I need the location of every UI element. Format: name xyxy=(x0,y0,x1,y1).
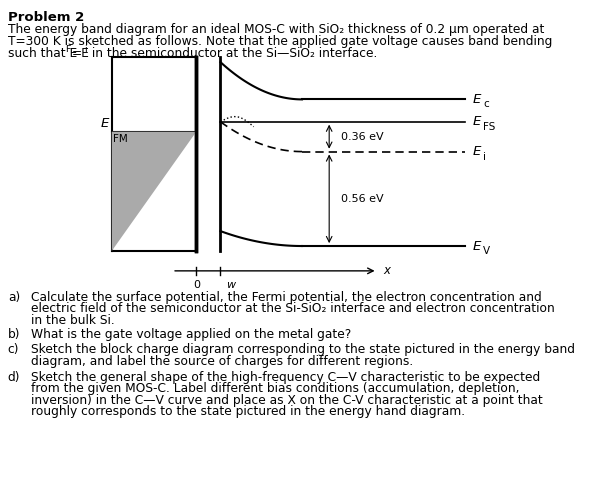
Text: T=300 K is sketched as follows. Note that the applied gate voltage causes band b: T=300 K is sketched as follows. Note tha… xyxy=(8,35,552,48)
Text: The energy band diagram for an ideal MOS-C with SiO₂ thickness of 0.2 μm operate: The energy band diagram for an ideal MOS… xyxy=(8,23,544,36)
Text: E: E xyxy=(100,117,109,130)
Text: What is the gate voltage applied on the metal gate?: What is the gate voltage applied on the … xyxy=(31,329,352,341)
Text: i: i xyxy=(85,45,87,54)
Text: d): d) xyxy=(8,371,21,384)
Text: x: x xyxy=(384,264,391,277)
Text: such that E: such that E xyxy=(8,47,77,60)
Text: =E: =E xyxy=(72,47,90,60)
Text: b): b) xyxy=(8,329,21,341)
Text: FM: FM xyxy=(113,134,127,144)
Text: electric field of the semiconductor at the Si-SiO₂ interface and electron concen: electric field of the semiconductor at t… xyxy=(31,302,555,315)
Text: inversion) in the C—V curve and place as X on the C-V characteristic at a point : inversion) in the C—V curve and place as… xyxy=(31,394,543,407)
Text: F: F xyxy=(65,45,71,54)
Text: Calculate the surface potential, the Fermi potential, the electron concentration: Calculate the surface potential, the Fer… xyxy=(31,291,542,304)
Text: 0.36 eV: 0.36 eV xyxy=(341,132,384,142)
Text: E: E xyxy=(472,93,481,106)
Text: E: E xyxy=(472,240,481,252)
Text: Sketch the block charge diagram corresponding to the state pictured in the energ: Sketch the block charge diagram correspo… xyxy=(31,343,576,356)
Polygon shape xyxy=(112,132,196,251)
Text: c): c) xyxy=(8,343,19,356)
Text: roughly corresponds to the state pictured in the energy hand diagram.: roughly corresponds to the state picture… xyxy=(31,405,466,418)
Text: i: i xyxy=(483,152,486,162)
Text: from the given MOS-C. Label different bias conditions (accumulation, depletion,: from the given MOS-C. Label different bi… xyxy=(31,382,520,395)
Text: 0: 0 xyxy=(193,280,200,290)
Text: in the bulk Si.: in the bulk Si. xyxy=(31,314,115,327)
Text: V: V xyxy=(483,246,490,256)
Text: diagram, and label the source of charges for different regions.: diagram, and label the source of charges… xyxy=(31,355,414,368)
Text: c: c xyxy=(483,99,489,109)
Text: a): a) xyxy=(8,291,20,304)
Text: in the semiconductor at the Si—SiO₂ interface.: in the semiconductor at the Si—SiO₂ inte… xyxy=(88,47,378,60)
Text: E: E xyxy=(472,145,481,158)
Text: Sketch the general shape of the high-frequency C—V characteristic to be expected: Sketch the general shape of the high-fre… xyxy=(31,371,541,384)
Text: FS: FS xyxy=(483,122,495,132)
Text: 0.56 eV: 0.56 eV xyxy=(341,194,384,204)
Text: E: E xyxy=(472,115,481,128)
Text: Problem 2: Problem 2 xyxy=(8,11,84,24)
Text: w: w xyxy=(226,280,236,290)
